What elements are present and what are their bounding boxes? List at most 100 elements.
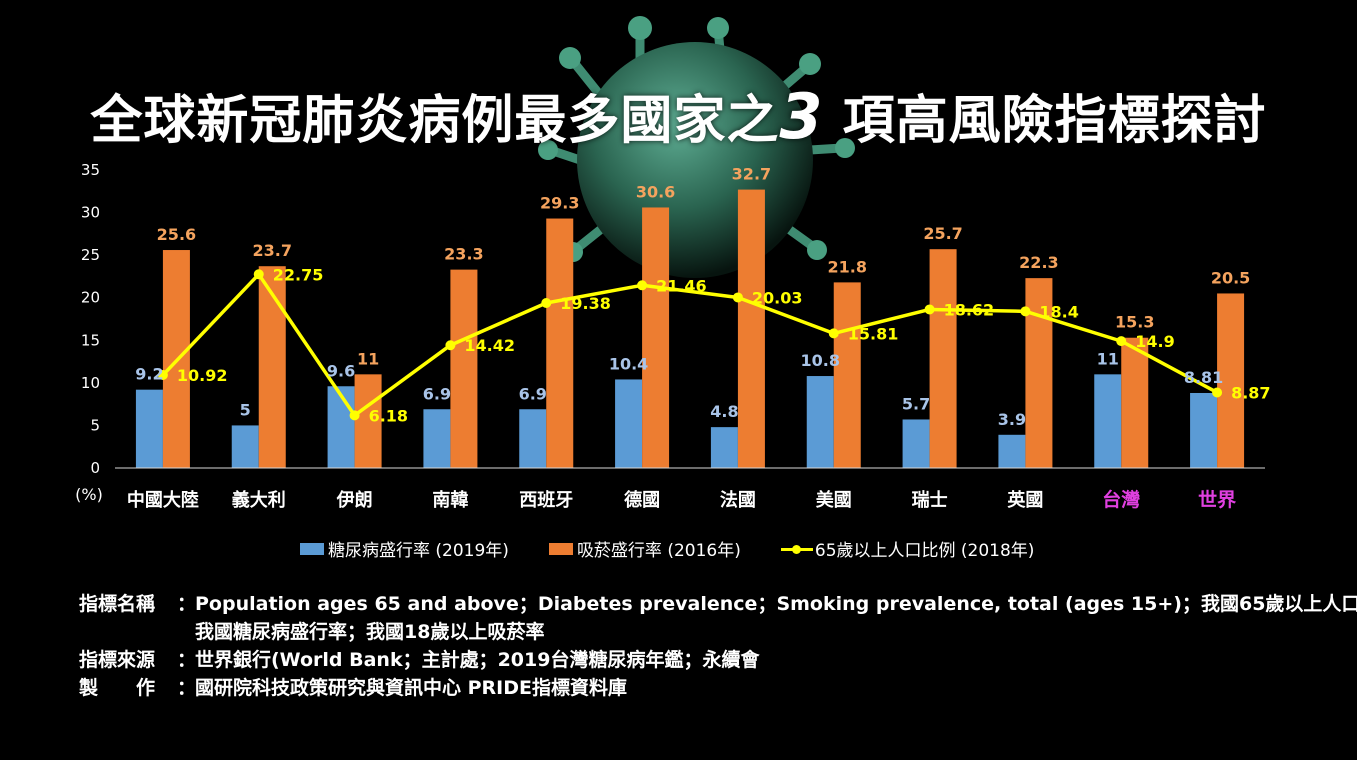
bar-smoking	[258, 266, 286, 468]
x-tick-label: 法國	[720, 489, 756, 511]
data-label-elderly: 14.9	[1135, 332, 1174, 351]
data-label-smoking: 30.6	[636, 182, 675, 201]
legend-item-diabetes: 糖尿病盛行率 (2019年)	[300, 536, 509, 561]
bar-smoking	[642, 207, 670, 468]
point-elderly	[637, 280, 648, 291]
data-label-diabetes: 10.4	[609, 354, 648, 373]
point-elderly	[157, 370, 168, 381]
data-label-smoking: 11	[357, 349, 379, 368]
data-label-smoking: 25.7	[923, 224, 962, 243]
chart-title: 全球新冠肺炎病例最多國家之3 項高風險指標探討	[90, 80, 1267, 153]
note-colon: ：	[177, 677, 197, 699]
data-label-smoking: 25.6	[157, 225, 196, 244]
bar-smoking	[1121, 337, 1149, 468]
y-axis-unit-label: (%)	[75, 485, 103, 504]
y-tick-label: 30	[81, 204, 100, 222]
bar-smoking	[354, 374, 382, 468]
data-label-diabetes: 5.7	[902, 394, 930, 413]
bar-diabetes	[998, 434, 1026, 468]
legend-label-smoking: 吸菸盛行率 (2016年)	[576, 541, 741, 561]
note-producer: 製 作 ： 國研院科技政策研究與資訊中心 PRIDE指標資料庫	[79, 674, 1357, 702]
legend-label-diabetes: 糖尿病盛行率 (2019年)	[328, 541, 509, 561]
point-elderly	[541, 297, 552, 308]
data-label-diabetes: 6.9	[519, 384, 547, 403]
data-label-smoking: 15.3	[1115, 313, 1154, 332]
point-elderly	[445, 340, 456, 351]
y-tick-label: 20	[81, 289, 100, 307]
legend-swatch-elderly	[780, 543, 813, 555]
legend-label-elderly: 65歲以上人口比例 (2018年)	[814, 541, 1035, 561]
note-text: 我國糖尿病盛行率；我國18歲以上吸菸率	[195, 621, 545, 643]
x-tick-label: 英國	[1006, 489, 1043, 511]
bar-smoking	[546, 218, 574, 468]
data-label-elderly: 15.81	[848, 324, 899, 343]
bar-smoking	[833, 282, 861, 468]
data-labels-group: 9.225.6523.79.6116.923.36.929.310.430.64…	[135, 165, 1270, 429]
note-colon: ：	[177, 649, 197, 671]
x-tick-label: 西班牙	[519, 490, 573, 511]
data-label-diabetes: 4.8	[710, 402, 738, 421]
bar-smoking	[450, 269, 478, 468]
y-tick-label: 0	[90, 459, 100, 477]
bar-diabetes	[327, 386, 355, 468]
data-label-elderly: 22.75	[273, 265, 324, 284]
y-tick-label: 35	[81, 161, 100, 179]
y-tick-label: 15	[81, 331, 100, 349]
bar-diabetes	[902, 419, 930, 468]
data-label-diabetes: 9.6	[327, 361, 355, 380]
data-label-elderly: 14.42	[464, 336, 515, 355]
data-label-elderly: 10.92	[177, 366, 228, 385]
data-label-diabetes: 3.9	[998, 410, 1026, 429]
data-label-elderly: 6.18	[369, 406, 408, 425]
note-label: 指標名稱	[79, 593, 156, 615]
x-tick-label: 中國大陸	[127, 489, 199, 511]
bar-smoking	[929, 249, 957, 468]
point-elderly	[732, 292, 743, 303]
x-tick-label: 世界	[1198, 489, 1236, 511]
point-elderly	[924, 304, 935, 315]
bar-diabetes	[710, 427, 738, 468]
x-tick-label: 美國	[816, 489, 852, 511]
x-tick-label: 義大利	[232, 489, 286, 511]
x-tick-label: 台灣	[1102, 488, 1140, 511]
data-label-elderly: 18.62	[944, 300, 995, 319]
point-elderly	[1020, 306, 1031, 317]
data-label-smoking: 22.3	[1019, 253, 1058, 272]
data-label-diabetes: 9.2	[135, 365, 163, 384]
line-elderly	[161, 272, 1218, 418]
x-axis: 中國大陸 義大利 伊朗 南韓 西班牙 德國 法國 美國 瑞士 英國 台灣 世界	[115, 467, 1265, 511]
y-axis: 0 5 10 15 20 25 30 35 (%)	[75, 161, 103, 504]
bar-diabetes	[806, 376, 834, 468]
data-label-smoking: 23.3	[444, 245, 483, 264]
note-text: 國研院科技政策研究與資訊中心 PRIDE指標資料庫	[195, 677, 627, 699]
y-tick-label: 10	[81, 374, 100, 392]
data-label-elderly: 18.4	[1039, 302, 1078, 321]
note-colon: ：	[177, 593, 197, 615]
data-label-smoking: 29.3	[540, 194, 579, 213]
data-label-elderly: 8.87	[1231, 383, 1270, 402]
data-label-elderly: 20.03	[752, 288, 803, 307]
bar-diabetes	[519, 409, 547, 468]
data-label-diabetes: 10.8	[801, 351, 840, 370]
note-indicator-names-cont: 我國糖尿病盛行率；我國18歲以上吸菸率	[79, 618, 1357, 646]
note-sources: 指標來源 ： 世界銀行(World Bank；主計處；2019台灣糖尿病年鑑；永…	[79, 646, 1357, 674]
note-label: 指標來源	[79, 649, 156, 671]
bar-diabetes	[135, 389, 163, 468]
note-label: 製 作	[79, 677, 156, 699]
bar-smoking	[737, 189, 765, 468]
footnotes: 指標名稱 ： Population ages 65 and above；Diab…	[79, 590, 1357, 702]
data-label-diabetes: 11	[1097, 349, 1119, 368]
data-label-smoking: 20.5	[1211, 268, 1250, 287]
data-label-diabetes: 5	[240, 400, 251, 419]
legend-item-elderly: 65歲以上人口比例 (2018年)	[780, 536, 1035, 561]
x-tick-label: 伊朗	[336, 489, 373, 511]
bar-smoking	[1217, 293, 1245, 468]
data-label-smoking: 23.7	[253, 241, 292, 260]
data-label-diabetes: 8.81	[1184, 368, 1223, 387]
note-text: 世界銀行(World Bank；主計處；2019台灣糖尿病年鑑；永續會	[195, 649, 760, 671]
x-tick-label: 南韓	[432, 489, 468, 511]
legend-item-smoking: 吸菸盛行率 (2016年)	[548, 536, 741, 561]
point-elderly	[253, 269, 264, 280]
bar-series-group	[135, 189, 1245, 468]
